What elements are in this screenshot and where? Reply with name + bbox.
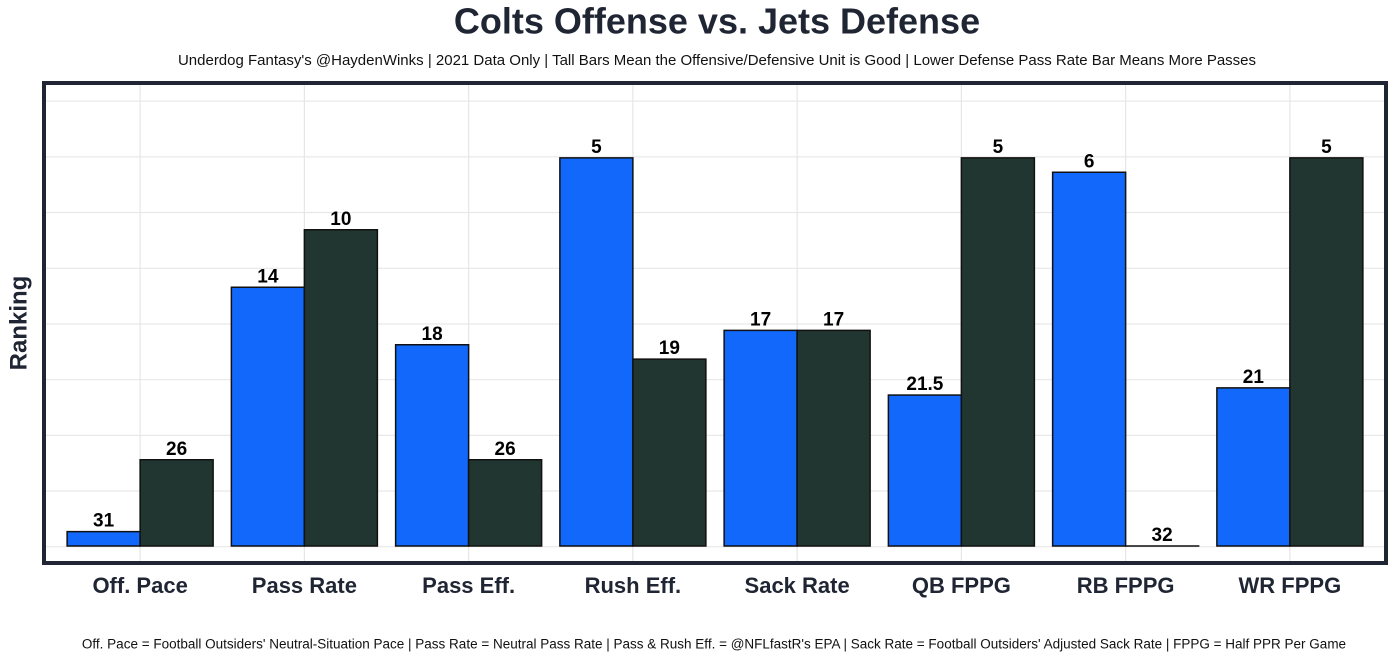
- bar: [887, 394, 963, 547]
- bar: [139, 459, 214, 547]
- x-tick-label: Pass Rate: [252, 573, 357, 598]
- value-label: 10: [330, 209, 351, 230]
- x-tick-label: Rush Eff.: [585, 573, 682, 598]
- value-label: 21: [1243, 367, 1265, 388]
- value-label: 19: [659, 338, 680, 359]
- value-label: 32: [1152, 525, 1173, 546]
- bar: [303, 229, 379, 547]
- value-label: 26: [166, 439, 187, 460]
- value-label: 5: [993, 137, 1004, 158]
- value-label: 31: [93, 511, 115, 532]
- bar: [960, 157, 1036, 547]
- bar: [1289, 157, 1364, 547]
- bar: [1216, 387, 1291, 547]
- y-axis-label: Ranking: [5, 276, 32, 371]
- chart-title: Colts Offense vs. Jets Defense: [454, 1, 980, 42]
- value-label: 18: [422, 324, 443, 345]
- value-label: 17: [823, 309, 844, 330]
- value-label: 5: [591, 137, 602, 158]
- x-tick-label: RB FPPG: [1077, 573, 1175, 598]
- x-tick-label: WR FPPG: [1239, 573, 1342, 598]
- bar: [723, 329, 798, 547]
- bar: [394, 344, 470, 547]
- footnote: Off. Pace = Football Outsiders' Neutral-…: [82, 637, 1346, 652]
- value-label: 21.5: [906, 374, 943, 395]
- value-label: 26: [495, 439, 516, 460]
- bar: [796, 329, 871, 547]
- x-tick-label: Off. Pace: [92, 573, 187, 598]
- bar: [230, 286, 306, 547]
- x-tick-label: QB FPPG: [912, 573, 1011, 598]
- bar: [66, 530, 141, 547]
- plot-border: [42, 81, 1388, 565]
- value-label: 14: [257, 266, 279, 287]
- value-label: 6: [1084, 151, 1095, 172]
- value-label: 17: [750, 309, 771, 330]
- bar: [632, 358, 707, 547]
- x-tick-label: Pass Eff.: [422, 573, 515, 598]
- bar: [559, 157, 634, 547]
- x-tick-label: Sack Rate: [745, 573, 850, 598]
- value-label: 5: [1321, 137, 1332, 158]
- chart-subtitle: Underdog Fantasy's @HaydenWinks | 2021 D…: [178, 52, 1256, 69]
- bar: [1051, 171, 1127, 547]
- bar: [467, 459, 543, 547]
